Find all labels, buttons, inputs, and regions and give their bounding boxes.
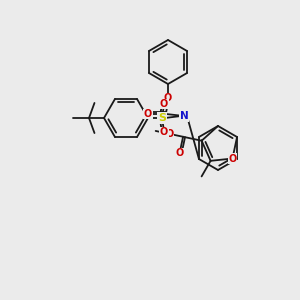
Text: N: N xyxy=(180,111,188,121)
Text: O: O xyxy=(160,99,168,109)
Text: O: O xyxy=(160,127,168,137)
Text: O: O xyxy=(228,154,237,164)
Text: O: O xyxy=(176,148,184,158)
Text: O: O xyxy=(165,129,173,139)
Text: O: O xyxy=(144,109,152,119)
Text: O: O xyxy=(164,93,172,103)
Text: S: S xyxy=(158,113,166,123)
